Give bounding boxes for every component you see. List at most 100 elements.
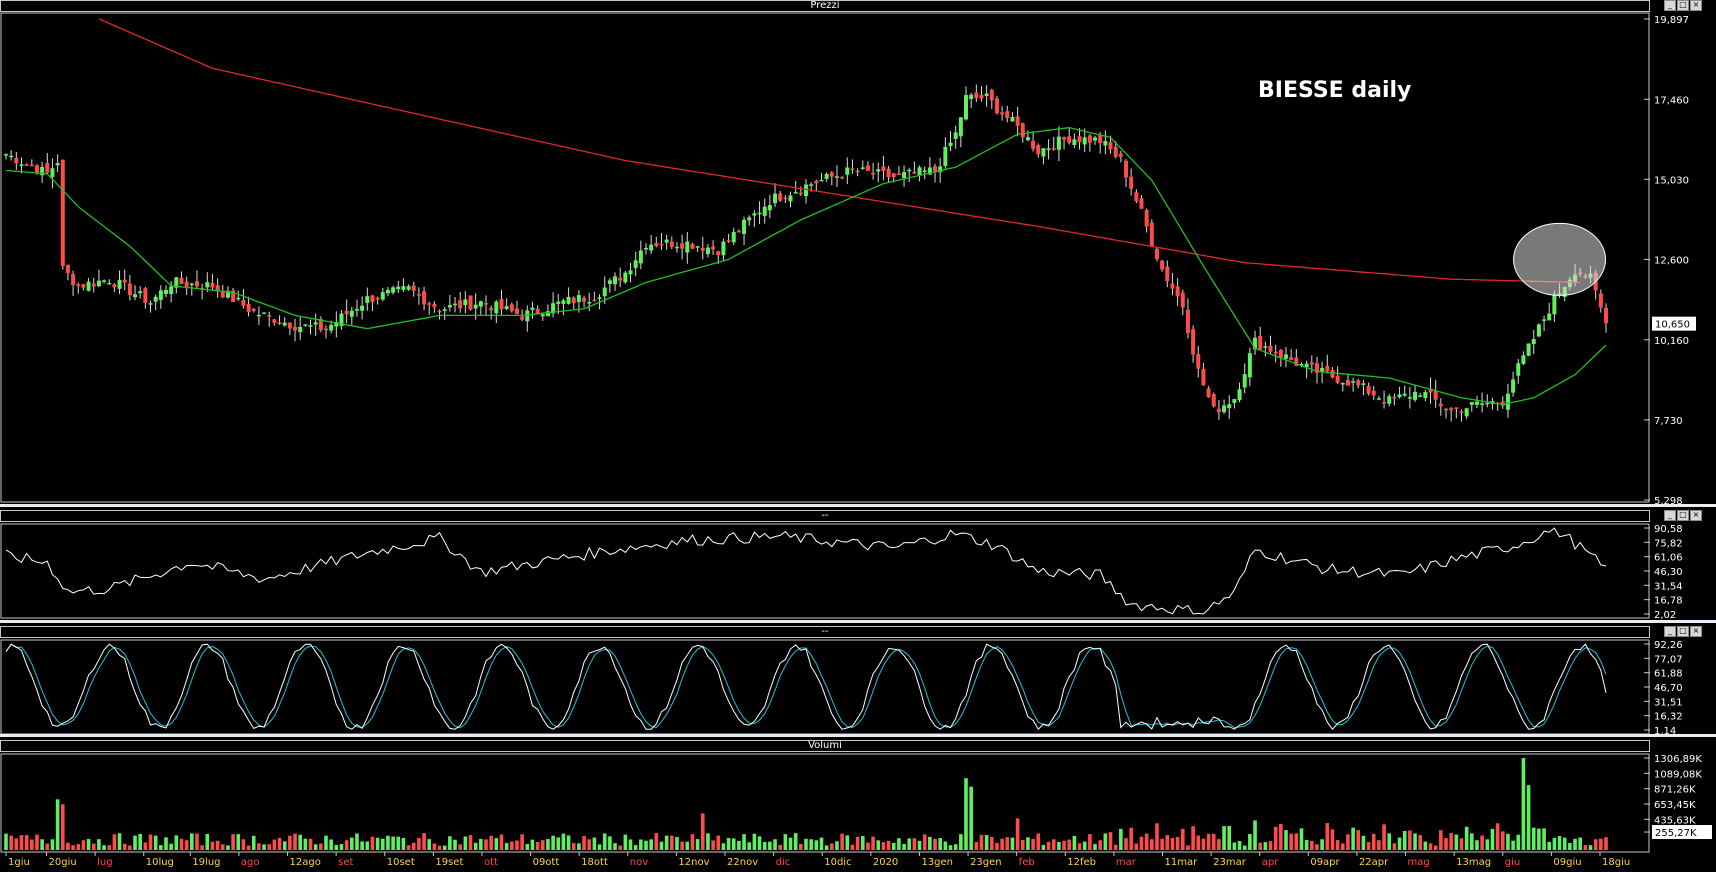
candle-body	[1103, 141, 1108, 146]
volume-bar	[380, 838, 385, 850]
volume-bar	[396, 836, 401, 850]
candle-body	[1428, 388, 1433, 393]
maximize-button[interactable]: □	[1677, 510, 1689, 521]
candle-body	[360, 305, 365, 311]
x-axis-label: 10lug	[146, 857, 174, 868]
candle-body	[1278, 350, 1283, 358]
close-button[interactable]: ×	[1690, 510, 1702, 521]
candle-body	[752, 213, 757, 216]
candle-body	[458, 300, 463, 309]
candle-body	[184, 281, 189, 287]
volume-bar	[277, 837, 282, 850]
candle-body	[1253, 337, 1258, 350]
volume-bar	[91, 843, 96, 850]
volume-bar	[262, 844, 266, 850]
volume-bar	[835, 841, 839, 850]
volume-bar	[628, 839, 633, 850]
volume-bar	[561, 833, 566, 850]
candle-body	[680, 243, 685, 249]
pane-separator[interactable]	[0, 620, 1716, 623]
volume-bar	[602, 833, 607, 850]
volume-bar	[1588, 845, 1593, 850]
minimize-button[interactable]: _	[1664, 510, 1676, 521]
candle-body	[871, 172, 876, 175]
volume-bar	[81, 840, 86, 850]
candle-body	[354, 309, 359, 311]
last-volume-label: 255,27K	[1655, 828, 1697, 839]
volume-bar	[4, 833, 8, 850]
volume-bar	[726, 838, 731, 850]
candle-body	[592, 299, 597, 302]
pane-separator[interactable]	[0, 734, 1716, 737]
maximize-button[interactable]: □	[1677, 626, 1689, 637]
x-axis-label: 20giu	[49, 857, 77, 868]
candle-body	[370, 295, 375, 302]
volume-bar	[773, 839, 777, 850]
volume-bar	[762, 842, 767, 850]
candle-body	[236, 297, 241, 300]
volume-bar	[1480, 835, 1484, 850]
volume-bar	[355, 833, 359, 850]
candle-body	[1320, 367, 1325, 373]
volume-bar	[582, 835, 586, 850]
candle-body	[50, 168, 55, 177]
candle-body	[1294, 357, 1299, 366]
oscillator-2-chart[interactable]: 92,26 77,07 61,88 46,70 31,51 16,32 1,14	[0, 638, 1716, 748]
candle-body	[76, 284, 81, 286]
candle-body	[1371, 390, 1376, 396]
candle-body	[793, 192, 798, 194]
candle-body	[262, 312, 267, 314]
volume-bar	[257, 843, 261, 850]
price-chart[interactable]: 19,897 17,460 15,030 12,600 10,160 7,730 5,298…	[0, 0, 1716, 505]
maximize-button[interactable]: □	[1677, 0, 1689, 11]
volume-bar	[1284, 830, 1288, 850]
volume-bar	[1191, 826, 1195, 850]
volume-bar	[1088, 834, 1092, 850]
volume-bar	[1067, 839, 1072, 850]
candle-body	[711, 246, 716, 250]
oscillator-1-chart[interactable]: 90,58 75,82 61,06 46,30 31,54 16,78 2,02	[0, 522, 1716, 622]
candle-body	[628, 270, 633, 275]
volume-bar	[1196, 835, 1201, 850]
volume-bar	[138, 833, 142, 850]
volume-bar	[1557, 835, 1562, 850]
candle-body	[1387, 396, 1392, 404]
minimize-button[interactable]: _	[1664, 626, 1676, 637]
close-button[interactable]: ×	[1690, 626, 1702, 637]
close-button[interactable]: ×	[1690, 0, 1702, 11]
volume-bar	[1428, 843, 1433, 850]
volume-bar	[1253, 820, 1257, 850]
volume-pane-label: Volumi	[808, 740, 842, 751]
volume-bar	[675, 837, 679, 850]
volume-bar	[1124, 838, 1128, 850]
volume-bar	[1062, 840, 1066, 850]
last-price-box	[1652, 316, 1696, 331]
candle-body	[902, 172, 907, 178]
candle-body	[1413, 391, 1418, 400]
volume-bar	[468, 835, 473, 850]
candle-body	[1036, 145, 1041, 155]
osc2-axis-label: 16,32	[1654, 712, 1683, 723]
candle-body	[994, 98, 999, 114]
volume-bar	[159, 845, 163, 850]
volume-bar	[535, 842, 540, 850]
candle-body	[179, 277, 184, 284]
volume-bar	[1506, 833, 1510, 850]
candle-body	[385, 289, 390, 294]
candle-body	[1191, 329, 1196, 355]
volume-bar	[86, 839, 91, 850]
price-axis-label: 12,600	[1654, 255, 1689, 266]
volume-bar	[164, 837, 168, 850]
volume-bar	[184, 840, 189, 850]
minimize-button[interactable]: _	[1664, 0, 1676, 11]
volume-bar	[1340, 843, 1345, 850]
volume-bar	[30, 839, 34, 850]
volume-chart[interactable]: 1306,89K 1089,08K 871,26K 653,45K 435,63K 255…	[0, 752, 1716, 872]
candle-body	[1031, 140, 1036, 149]
candle-body	[1196, 354, 1201, 369]
pane-separator[interactable]	[0, 504, 1716, 507]
volume-bar	[520, 834, 524, 850]
volume-bar	[814, 840, 819, 850]
candle-body	[396, 286, 401, 290]
candle-body	[324, 328, 328, 331]
